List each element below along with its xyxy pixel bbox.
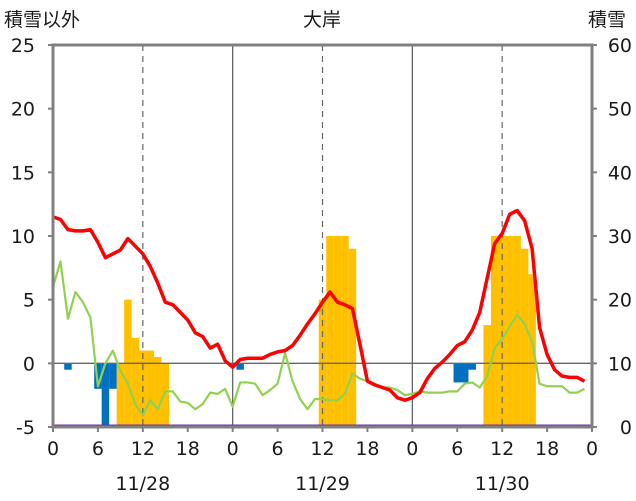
precip-bar [101,363,110,427]
right-tick-label: 30 [608,226,632,248]
left-tick-label: 25 [11,35,35,57]
snow-depth-bar [116,363,125,427]
left-tick-label: 0 [23,353,35,375]
day-label: 11/30 [475,473,530,495]
right-tick-label: 60 [608,35,632,57]
x-tick-label: 0 [227,438,239,460]
precip-bar [94,363,102,389]
precip-bar [468,363,476,370]
x-tick-label: 0 [586,438,598,460]
precip-bar [236,363,244,370]
left-axis-title: 積雪以外 [4,9,80,31]
precip-bar [109,363,117,389]
left-tick-label: -5 [16,417,35,439]
snow-depth-bar [161,363,170,427]
snow-depth-bar [528,274,536,427]
x-tick-label: 12 [490,438,514,460]
plot-area [48,43,597,432]
snow-depth-bar [341,236,349,427]
snow-depth-bar [505,236,514,427]
wind-line [51,260,586,417]
x-tick-label: 6 [451,438,463,460]
x-tick-label: 18 [176,438,200,460]
snow-depth-bar [348,248,357,427]
right-tick-label: 50 [608,99,632,121]
precip-bar [453,363,461,383]
snow-depth-bar [490,236,499,427]
x-tick-label: 6 [272,438,284,460]
right-tick-label: 20 [608,290,632,312]
chart-title: 大岸 [303,9,341,31]
day-label: 11/28 [115,473,170,495]
right-axis-title: 積雪 [588,9,626,31]
precip-bar [460,363,469,383]
snow-depth-bar [520,248,529,427]
left-tick-label: 5 [23,290,35,312]
snow-depth-bar [333,236,342,427]
x-tick-label: 0 [47,438,59,460]
x-tick-label: 6 [92,438,104,460]
snow-depth-bar [326,236,334,427]
snow-depth-bar [131,337,140,427]
snow-depth-bar [513,236,521,427]
left-tick-label: 15 [11,162,35,184]
x-tick-label: 0 [406,438,418,460]
x-tick-label: 12 [131,438,155,460]
left-tick-label: 10 [11,226,35,248]
snow-depth-bar [146,350,155,427]
x-tick-label: 18 [355,438,379,460]
x-tick-label: 12 [310,438,334,460]
right-tick-label: 10 [608,353,632,375]
temperature-line [52,208,586,403]
x-tick-label: 18 [535,438,559,460]
precip-bar [64,363,72,370]
right-tick-label: 0 [620,417,632,439]
day-label: 11/29 [295,473,350,495]
right-tick-label: 40 [608,162,632,184]
left-tick-label: 20 [11,99,35,121]
snow-depth-bar [154,356,162,427]
